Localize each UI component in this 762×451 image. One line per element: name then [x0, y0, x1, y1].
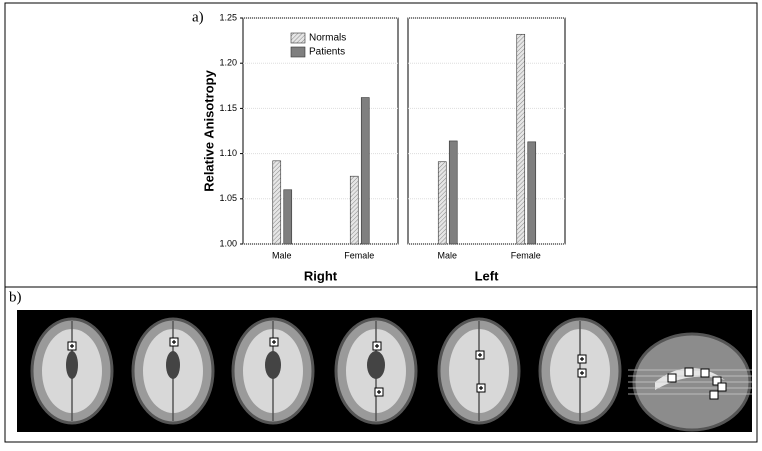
roi-marker [667, 373, 677, 383]
plot-frame [242, 17, 399, 245]
roi-cross [272, 340, 276, 344]
y-tick-label: 1.10 [219, 148, 237, 158]
bar [272, 160, 282, 245]
ventricle [265, 351, 281, 379]
y-tick-label: 1.20 [219, 58, 237, 68]
y-axis-label: Relative Anisotropy [201, 69, 216, 191]
legend-label: Patients [309, 47, 345, 58]
figure-border [4, 2, 758, 443]
roi-marker [709, 390, 719, 400]
roi-cross [580, 371, 584, 375]
roi-marker [717, 382, 727, 392]
ventricle [367, 351, 385, 379]
bar [437, 161, 447, 245]
legend-swatch [290, 32, 306, 44]
bar [516, 33, 526, 245]
brain-images [17, 310, 752, 432]
x-tick-label: Male [437, 250, 457, 260]
x-tick-label: Female [344, 250, 374, 260]
facet-title: Left [475, 268, 500, 283]
roi-cross [172, 340, 176, 344]
facet-title: Right [304, 268, 338, 283]
y-tick-label: 1.00 [219, 238, 237, 248]
x-tick-label: Male [272, 250, 292, 260]
y-tick-label: 1.05 [219, 193, 237, 203]
roi-cross [580, 357, 584, 361]
panel-label: b) [9, 289, 22, 305]
roi-cross [377, 390, 381, 394]
plot-frame [407, 17, 566, 245]
bar [448, 140, 458, 245]
ventricle [66, 351, 78, 379]
panel-label: a) [192, 9, 204, 25]
bar [360, 97, 370, 245]
x-tick-label: Female [511, 250, 541, 260]
roi-marker [684, 367, 694, 377]
y-tick-label: 1.15 [219, 103, 237, 113]
roi-cross [375, 344, 379, 348]
bar [283, 189, 293, 245]
ventricle [166, 351, 180, 379]
y-tick-label: 1.25 [219, 12, 237, 22]
bar [527, 141, 537, 245]
roi-cross [479, 386, 483, 390]
roi-cross [478, 353, 482, 357]
roi-marker [700, 368, 710, 378]
roi-marker [712, 376, 722, 386]
bar [349, 175, 359, 245]
legend-swatch [290, 46, 306, 58]
roi-cross [70, 344, 74, 348]
legend-label: Normals [309, 33, 346, 44]
